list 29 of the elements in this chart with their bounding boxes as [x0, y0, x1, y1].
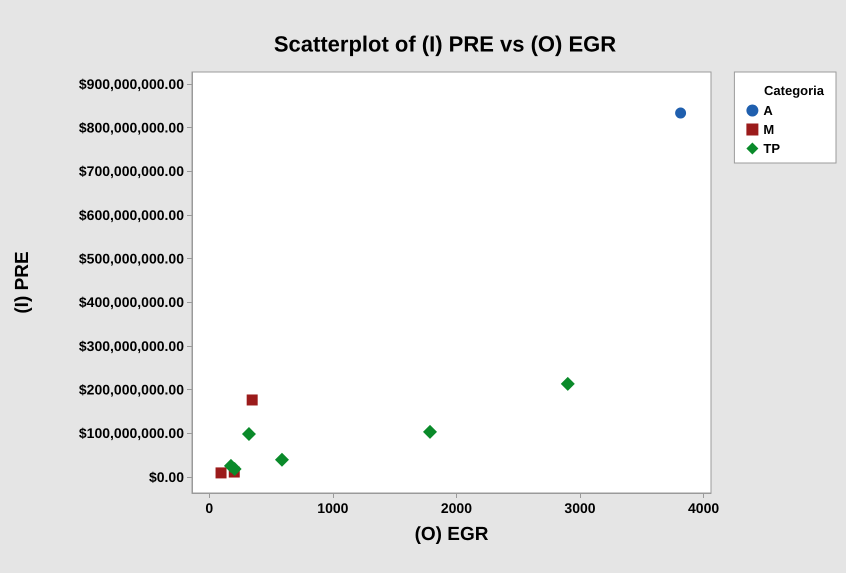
y-tick-label: $900,000,000.00: [78, 76, 184, 92]
legend-title: Categoria: [764, 83, 825, 98]
y-tick-label: $0.00: [148, 468, 184, 485]
x-tick-label: 0: [205, 500, 214, 516]
x-tick-label: 2000: [440, 500, 472, 516]
x-tick-label: 4000: [688, 500, 720, 516]
y-tick-label: $200,000,000.00: [78, 381, 184, 398]
y-tick-label: $700,000,000.00: [78, 163, 184, 180]
y-tick-label: $500,000,000.00: [78, 250, 184, 266]
legend-label: M: [763, 122, 774, 137]
y-tick-label: $800,000,000.00: [78, 119, 184, 136]
x-axis-title: (O) EGR: [414, 524, 489, 545]
point: [242, 427, 256, 442]
x-tick-label: 3000: [564, 500, 596, 516]
x-tick-label: 1000: [317, 500, 349, 516]
legend-label: A: [763, 103, 774, 118]
y-tick-label: $300,000,000.00: [78, 338, 184, 354]
y-tick-label: $100,000,000.00: [78, 425, 184, 442]
y-tick-label: $400,000,000.00: [78, 294, 184, 310]
point: [246, 394, 258, 406]
point: [216, 467, 227, 478]
y-axis-title: (I) PRE: [12, 251, 33, 314]
point: [560, 376, 575, 391]
legend-label: TP: [763, 141, 780, 156]
point: [675, 108, 686, 119]
point: [423, 424, 437, 439]
chart-title: Scatterplot of (I) PRE vs (O) EGR: [274, 32, 616, 56]
point: [274, 452, 289, 467]
y-tick-label: $600,000,000.00: [78, 206, 184, 223]
